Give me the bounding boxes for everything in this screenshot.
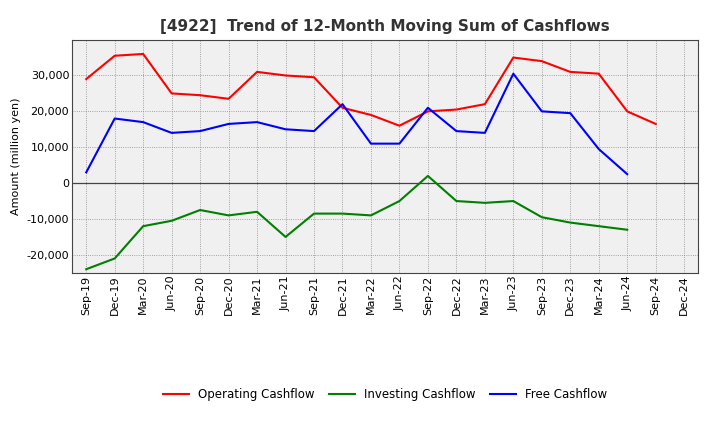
Operating Cashflow (139, 51, 148, 57)
Free Cashflow (395, 141, 404, 146)
Operating Cashflow (253, 69, 261, 74)
Operating Cashflow (225, 96, 233, 102)
Operating Cashflow (196, 92, 204, 98)
Operating Cashflow (423, 109, 432, 114)
Operating Cashflow (82, 77, 91, 82)
Free Cashflow (82, 170, 91, 175)
Operating Cashflow (338, 105, 347, 110)
Investing Cashflow (282, 234, 290, 239)
Free Cashflow (366, 141, 375, 146)
Operating Cashflow (395, 123, 404, 128)
Investing Cashflow (196, 207, 204, 213)
Investing Cashflow (366, 213, 375, 218)
Investing Cashflow (167, 218, 176, 224)
Free Cashflow (310, 128, 318, 134)
Free Cashflow (225, 121, 233, 127)
Line: Free Cashflow: Free Cashflow (86, 73, 627, 174)
Investing Cashflow (338, 211, 347, 216)
Free Cashflow (196, 128, 204, 134)
Investing Cashflow (82, 267, 91, 272)
Free Cashflow (338, 102, 347, 107)
Investing Cashflow (452, 198, 461, 204)
Operating Cashflow (310, 75, 318, 80)
Operating Cashflow (595, 71, 603, 76)
Operating Cashflow (480, 102, 489, 107)
Legend: Operating Cashflow, Investing Cashflow, Free Cashflow: Operating Cashflow, Investing Cashflow, … (158, 384, 612, 406)
Line: Investing Cashflow: Investing Cashflow (86, 176, 627, 269)
Free Cashflow (509, 71, 518, 76)
Investing Cashflow (225, 213, 233, 218)
Operating Cashflow (110, 53, 119, 59)
Free Cashflow (537, 109, 546, 114)
Free Cashflow (282, 127, 290, 132)
Line: Operating Cashflow: Operating Cashflow (86, 54, 656, 126)
Free Cashflow (595, 147, 603, 152)
Free Cashflow (253, 120, 261, 125)
Free Cashflow (139, 120, 148, 125)
Investing Cashflow (423, 173, 432, 179)
Operating Cashflow (623, 109, 631, 114)
Free Cashflow (167, 130, 176, 136)
Operating Cashflow (452, 107, 461, 112)
Investing Cashflow (623, 227, 631, 232)
Investing Cashflow (566, 220, 575, 225)
Free Cashflow (566, 110, 575, 116)
Operating Cashflow (566, 69, 575, 74)
Investing Cashflow (110, 256, 119, 261)
Investing Cashflow (595, 224, 603, 229)
Operating Cashflow (366, 112, 375, 117)
Free Cashflow (623, 172, 631, 177)
Investing Cashflow (310, 211, 318, 216)
Investing Cashflow (509, 198, 518, 204)
Free Cashflow (110, 116, 119, 121)
Free Cashflow (480, 130, 489, 136)
Operating Cashflow (167, 91, 176, 96)
Title: [4922]  Trend of 12-Month Moving Sum of Cashflows: [4922] Trend of 12-Month Moving Sum of C… (161, 19, 610, 34)
Operating Cashflow (537, 59, 546, 64)
Operating Cashflow (652, 121, 660, 127)
Investing Cashflow (139, 224, 148, 229)
Investing Cashflow (537, 215, 546, 220)
Free Cashflow (423, 105, 432, 110)
Investing Cashflow (395, 198, 404, 204)
Y-axis label: Amount (million yen): Amount (million yen) (11, 97, 21, 215)
Operating Cashflow (282, 73, 290, 78)
Investing Cashflow (253, 209, 261, 214)
Free Cashflow (452, 128, 461, 134)
Investing Cashflow (480, 200, 489, 205)
Operating Cashflow (509, 55, 518, 60)
